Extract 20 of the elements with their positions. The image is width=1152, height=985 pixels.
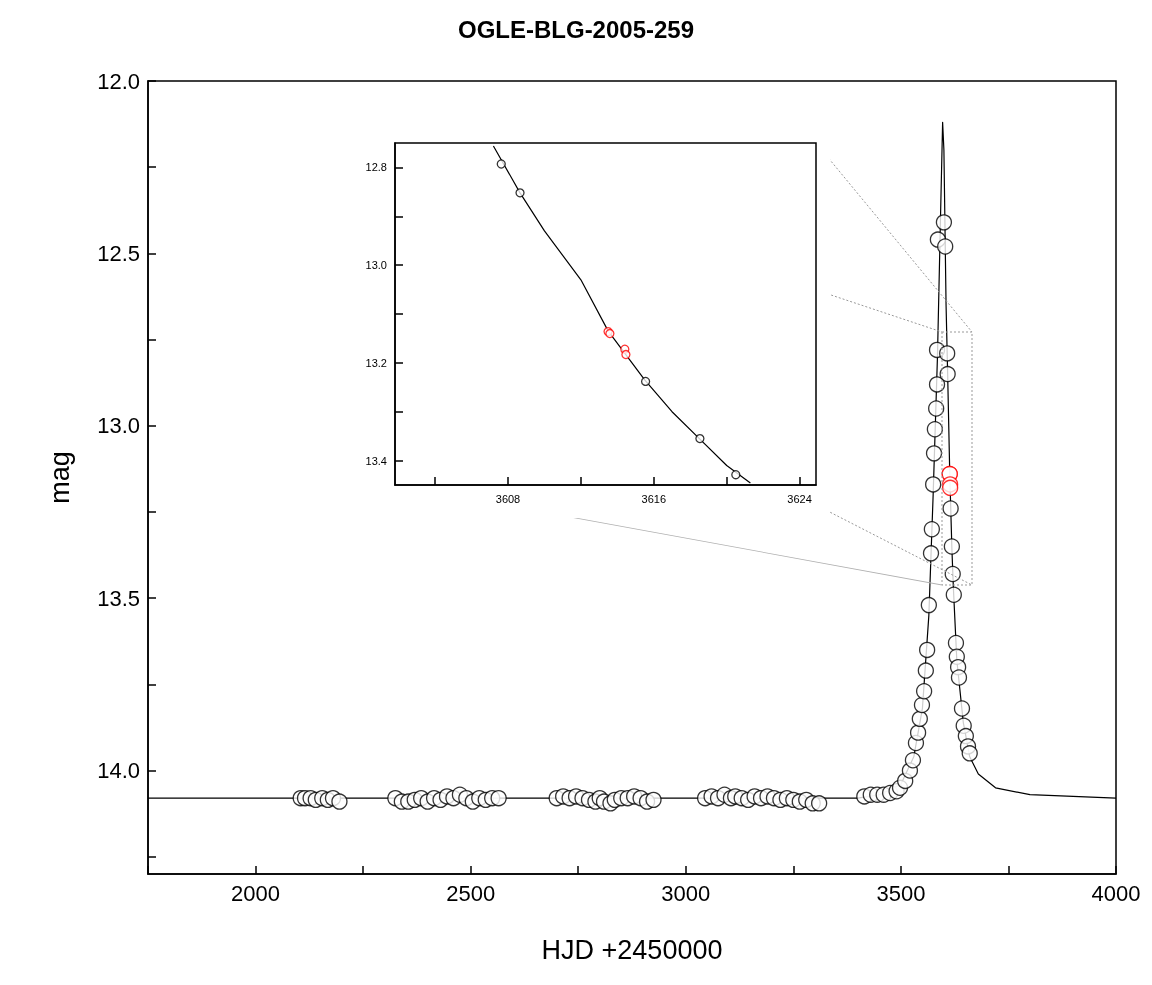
- x-axis-title: HJD +2450000: [541, 934, 723, 965]
- x-tick-label: 3624: [787, 492, 812, 505]
- x-tick-label: 3000: [661, 880, 711, 906]
- x-tick-label: 3608: [495, 492, 521, 505]
- y-tick-label: 13.0: [365, 259, 387, 272]
- x-tick-label: 4000: [1091, 880, 1141, 906]
- y-tick-label: 13.2: [365, 356, 387, 369]
- x-tick-label: 2000: [231, 880, 281, 906]
- y-tick-label: 12.5: [97, 240, 140, 266]
- chart-title: OGLE-BLG-2005-259: [457, 15, 695, 43]
- x-tick-label: 3616: [641, 492, 667, 505]
- x-tick-label: 2500: [446, 880, 496, 906]
- y-tick-label: 13.5: [97, 585, 140, 611]
- y-tick-label: 12.0: [97, 68, 140, 94]
- y-tick-label: 13.4: [365, 454, 387, 467]
- y-axis-title: mag: [44, 451, 75, 504]
- y-tick-label: 12.8: [365, 161, 387, 174]
- x-tick-label: 3500: [876, 880, 926, 906]
- y-tick-label: 13.0: [97, 413, 140, 439]
- y-tick-label: 14.0: [97, 758, 140, 784]
